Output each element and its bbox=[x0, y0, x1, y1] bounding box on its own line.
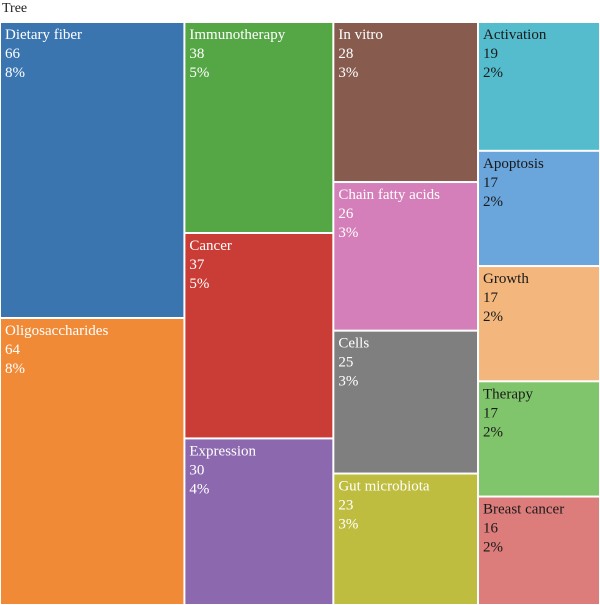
tile-name-label: Activation bbox=[483, 27, 547, 43]
tile-rect bbox=[479, 382, 599, 496]
tile-percent-label: 2% bbox=[483, 424, 503, 440]
tile-cells: Cells 25 3% bbox=[334, 331, 478, 473]
tile-value-label: 17 bbox=[483, 175, 499, 191]
chart-title: Tree bbox=[2, 1, 28, 16]
tile-name-label: Expression bbox=[189, 443, 256, 459]
tile-percent-label: 3% bbox=[338, 517, 358, 533]
tile-value-label: 19 bbox=[483, 46, 498, 62]
tile-rect bbox=[1, 318, 184, 604]
tile-value-label: 26 bbox=[338, 206, 354, 222]
tile-percent-label: 8% bbox=[5, 361, 25, 377]
tile-therapy: Therapy 17 2% bbox=[479, 382, 599, 496]
tile-rect bbox=[334, 23, 478, 182]
tile-value-label: 37 bbox=[189, 257, 205, 273]
tile-value-label: 17 bbox=[483, 405, 499, 421]
tile-in-vitro: In vitro 28 3% bbox=[334, 23, 478, 182]
tile-percent-label: 2% bbox=[483, 194, 503, 210]
tile-cancer: Cancer 37 5% bbox=[185, 233, 333, 438]
tile-percent-label: 8% bbox=[5, 65, 25, 81]
tile-growth: Growth 17 2% bbox=[479, 267, 599, 381]
tile-rect bbox=[334, 183, 478, 330]
tile-percent-label: 3% bbox=[338, 374, 358, 390]
tile-rect bbox=[1, 23, 184, 317]
tile-rect bbox=[185, 233, 333, 438]
tile-percent-label: 3% bbox=[338, 225, 358, 241]
tile-name-label: Growth bbox=[483, 271, 529, 287]
tile-oligosaccharides: Oligosaccharides 64 8% bbox=[1, 318, 184, 604]
tile-name-label: Cells bbox=[338, 336, 369, 352]
tile-value-label: 66 bbox=[5, 46, 21, 62]
tile-chain-fatty-acids: Chain fatty acids 26 3% bbox=[334, 183, 478, 330]
tile-percent-label: 5% bbox=[189, 276, 209, 292]
tile-rect bbox=[479, 497, 599, 604]
tile-breast-cancer: Breast cancer 16 2% bbox=[479, 497, 599, 604]
tile-name-label: Oligosaccharides bbox=[5, 323, 108, 339]
tile-value-label: 64 bbox=[5, 342, 21, 358]
tile-rect bbox=[479, 23, 599, 150]
tile-name-label: Cancer bbox=[189, 238, 231, 254]
tile-rect bbox=[334, 331, 478, 473]
tile-apoptosis: Apoptosis 17 2% bbox=[479, 151, 599, 266]
tile-value-label: 28 bbox=[338, 46, 353, 62]
tile-percent-label: 4% bbox=[189, 481, 209, 497]
tile-name-label: Breast cancer bbox=[483, 502, 564, 518]
tile-rect bbox=[479, 151, 599, 266]
tile-percent-label: 2% bbox=[483, 65, 503, 81]
tile-name-label: Chain fatty acids bbox=[338, 187, 440, 203]
tile-activation: Activation 19 2% bbox=[479, 23, 599, 150]
tile-immunotherapy: Immunotherapy 38 5% bbox=[185, 23, 333, 232]
tile-value-label: 16 bbox=[483, 521, 499, 537]
tile-value-label: 30 bbox=[189, 462, 204, 478]
tile-name-label: Therapy bbox=[483, 386, 533, 402]
tile-rect bbox=[185, 23, 333, 232]
tile-value-label: 17 bbox=[483, 290, 499, 306]
tile-expression: Expression 30 4% bbox=[185, 439, 333, 604]
tile-name-label: Immunotherapy bbox=[189, 27, 285, 43]
tile-percent-label: 2% bbox=[483, 309, 503, 325]
tile-rect bbox=[185, 439, 333, 604]
tile-name-label: Apoptosis bbox=[483, 156, 544, 172]
tile-value-label: 25 bbox=[338, 355, 353, 371]
tile-percent-label: 2% bbox=[483, 540, 503, 556]
tile-percent-label: 5% bbox=[189, 65, 209, 81]
tile-value-label: 23 bbox=[338, 498, 353, 514]
tile-rect bbox=[479, 267, 599, 381]
tile-dietary-fiber: Dietary fiber 66 8% bbox=[1, 23, 184, 317]
tile-rect bbox=[334, 474, 478, 604]
tile-percent-label: 3% bbox=[338, 65, 358, 81]
tile-name-label: Dietary fiber bbox=[5, 27, 82, 43]
tile-name-label: In vitro bbox=[338, 27, 383, 43]
tile-value-label: 38 bbox=[189, 46, 204, 62]
tile-gut-microbiota: Gut microbiota 23 3% bbox=[334, 474, 478, 604]
tile-name-label: Gut microbiota bbox=[338, 479, 430, 495]
